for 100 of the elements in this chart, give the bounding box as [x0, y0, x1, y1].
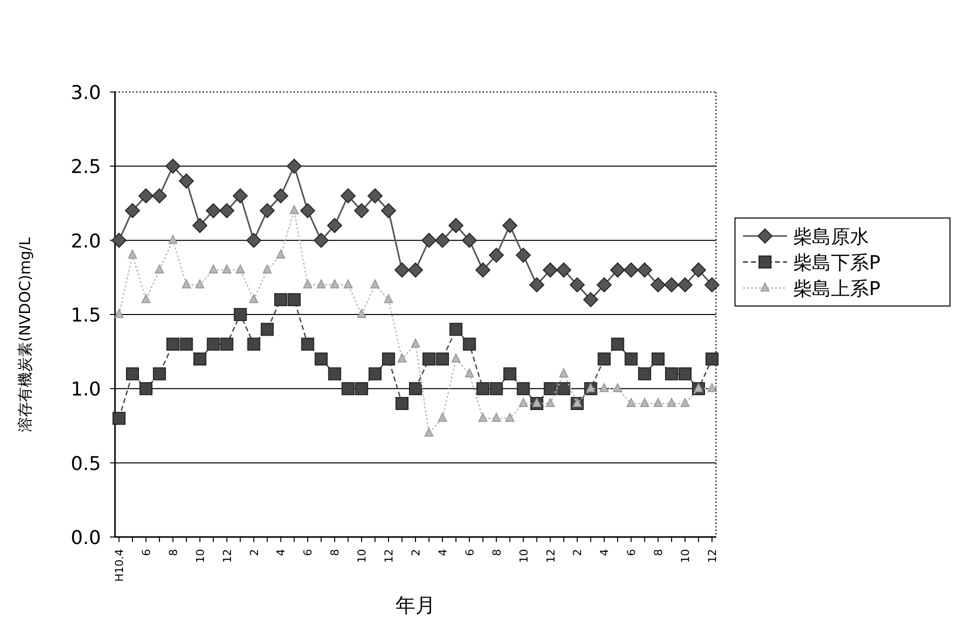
point — [421, 232, 436, 248]
point — [611, 338, 624, 351]
x-tick-label: 12 — [544, 549, 558, 563]
x-tick-label: 4 — [274, 549, 288, 556]
point — [126, 367, 139, 380]
point — [206, 203, 221, 218]
point — [286, 158, 302, 174]
point — [168, 234, 178, 244]
point — [396, 397, 409, 410]
y-tick-label: 1.0 — [70, 378, 101, 401]
point — [152, 188, 167, 204]
point — [424, 428, 434, 437]
y-tick-label: 2.0 — [70, 230, 101, 252]
point — [370, 279, 380, 288]
point — [234, 308, 247, 321]
point — [583, 292, 598, 308]
point — [166, 338, 180, 351]
x-tick-label: 6 — [302, 549, 315, 556]
y-tick-label: 0.0 — [70, 527, 101, 549]
point — [665, 367, 678, 380]
x-tick-label: 4 — [436, 549, 450, 556]
x-tick-label: 10 — [356, 549, 369, 563]
point — [490, 382, 503, 396]
point — [488, 248, 504, 263]
point — [438, 412, 447, 422]
point — [219, 203, 234, 218]
point — [704, 277, 720, 292]
point — [260, 203, 275, 218]
point — [141, 294, 150, 304]
point — [232, 188, 248, 204]
point — [652, 352, 665, 366]
point — [112, 412, 126, 425]
x-tick-label: 2 — [248, 549, 261, 556]
point — [624, 352, 638, 366]
point — [195, 279, 204, 288]
point — [637, 262, 652, 278]
point — [664, 277, 680, 292]
point — [382, 352, 396, 366]
x-tick-label: 2 — [410, 549, 422, 556]
point — [680, 398, 690, 407]
point — [236, 264, 245, 274]
point — [193, 352, 206, 366]
point — [301, 338, 314, 351]
y-tick-label: 2.5 — [70, 156, 101, 178]
point — [448, 218, 464, 233]
point — [516, 248, 531, 263]
point — [192, 218, 208, 233]
point — [570, 277, 585, 292]
point — [249, 294, 258, 304]
point — [708, 383, 716, 392]
point — [557, 382, 570, 396]
point — [246, 232, 262, 248]
x-tick-label: 10 — [517, 549, 530, 563]
point — [180, 338, 193, 351]
point — [640, 398, 650, 407]
point — [411, 338, 420, 348]
point — [273, 188, 288, 204]
point — [598, 352, 611, 366]
x-tick-label: 10 — [194, 549, 207, 563]
x-tick-label: 12 — [382, 549, 396, 563]
point — [654, 398, 663, 407]
point — [290, 205, 299, 214]
point — [596, 277, 612, 292]
x-tick-label: 6 — [140, 549, 153, 556]
point — [556, 262, 572, 278]
point — [262, 264, 272, 274]
point — [114, 309, 124, 318]
point — [502, 218, 518, 233]
point — [247, 338, 260, 351]
point — [165, 158, 180, 174]
point — [518, 398, 528, 407]
point — [394, 262, 410, 278]
point — [154, 264, 164, 274]
legend-label: 柴島上系P — [793, 278, 880, 300]
x-tick-label: 6 — [463, 549, 476, 556]
y-tick-label: 3.0 — [70, 82, 101, 104]
x-tick-label: H10.4 — [113, 549, 126, 582]
point — [288, 293, 301, 306]
point — [462, 338, 476, 351]
point — [368, 367, 382, 380]
point — [178, 174, 194, 188]
point — [314, 232, 329, 248]
point — [626, 398, 636, 407]
point — [354, 203, 370, 218]
point — [624, 262, 639, 278]
x-tick-label: 8 — [328, 549, 342, 556]
point — [464, 368, 474, 378]
point — [340, 188, 356, 204]
point — [274, 293, 288, 306]
point — [451, 354, 460, 362]
point — [546, 398, 555, 407]
point — [276, 250, 286, 259]
x-tick-label: 12 — [220, 549, 234, 563]
point — [398, 354, 407, 362]
x-tick-label: 4 — [598, 549, 612, 556]
x-tick-label: 12 — [706, 549, 719, 563]
x-tick-label: 6 — [625, 549, 638, 556]
y-tick-label: 0.5 — [70, 452, 101, 475]
point — [559, 368, 568, 378]
point — [112, 232, 126, 248]
